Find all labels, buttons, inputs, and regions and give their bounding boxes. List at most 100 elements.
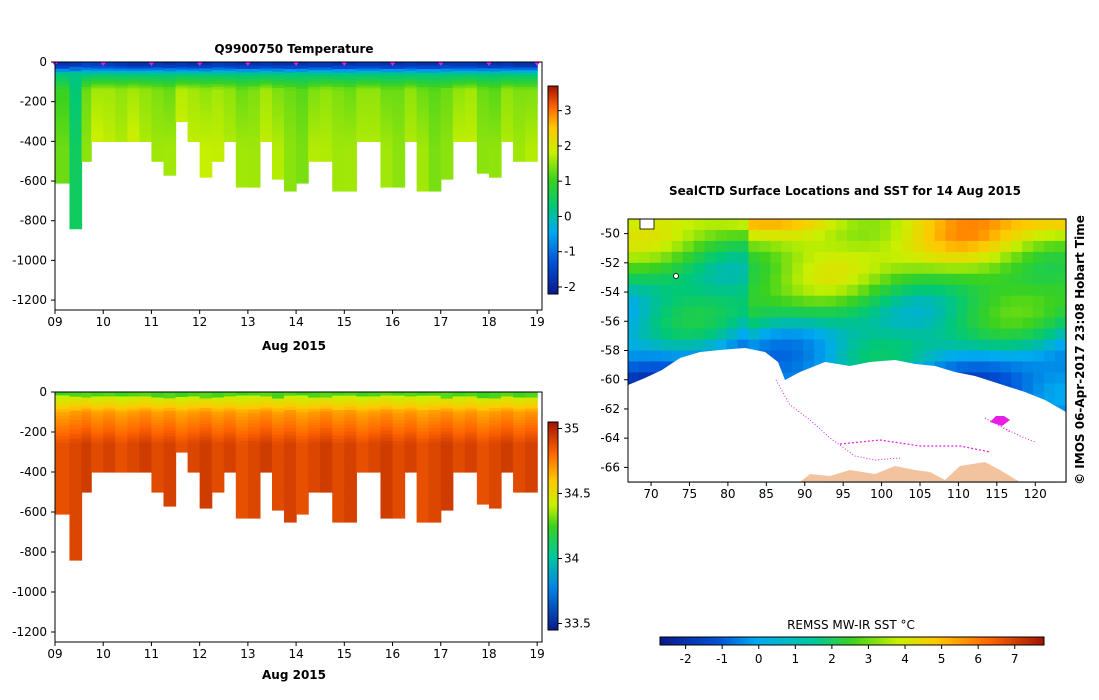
section-cell xyxy=(175,93,189,96)
sst-cell xyxy=(671,240,684,253)
sst-cell xyxy=(682,295,695,308)
section-cell xyxy=(308,128,321,132)
sst-cell xyxy=(1000,372,1012,384)
section-cell xyxy=(127,84,140,87)
section-cell xyxy=(223,70,237,74)
section-cell xyxy=(356,454,370,458)
section-cell xyxy=(139,75,153,79)
sst-cell xyxy=(693,306,706,319)
section-cell xyxy=(308,119,321,124)
section-cell xyxy=(344,122,357,128)
section-cell xyxy=(69,504,83,510)
section-cell xyxy=(175,400,189,403)
section-cell xyxy=(151,408,165,413)
sst-cell xyxy=(737,328,750,341)
section-cell xyxy=(199,475,213,480)
x-tick-label: 19 xyxy=(530,647,545,661)
section-cell xyxy=(476,482,490,486)
section-cell xyxy=(332,438,345,444)
sst-cell xyxy=(912,339,925,352)
section-cell xyxy=(223,97,237,101)
section-cell xyxy=(175,433,189,436)
section-cell xyxy=(320,84,333,88)
section-cell xyxy=(103,467,116,471)
section-cell xyxy=(525,130,538,135)
section-cell xyxy=(476,457,490,462)
section-cell xyxy=(308,152,321,157)
section-cell xyxy=(151,428,165,432)
sst-cell xyxy=(857,339,870,352)
section-cell xyxy=(476,438,490,443)
section-cell xyxy=(488,173,502,178)
section-cell xyxy=(91,467,104,471)
sst-cell xyxy=(901,350,914,363)
section-cell xyxy=(356,77,370,81)
section-cell xyxy=(392,65,406,70)
sst-cell xyxy=(660,262,673,275)
section-cell xyxy=(308,411,321,415)
sst-cell xyxy=(923,350,936,363)
section-cell xyxy=(187,394,201,398)
section-cell xyxy=(223,117,237,120)
sst-cell xyxy=(704,229,717,242)
section-cell xyxy=(199,443,213,448)
section-cell xyxy=(271,454,285,459)
section-cell xyxy=(187,73,201,76)
sst-cell xyxy=(737,339,750,352)
section-cell xyxy=(127,465,140,469)
section-cell xyxy=(69,149,83,156)
sst-cell xyxy=(759,317,771,330)
section-cell xyxy=(525,92,538,96)
section-cell xyxy=(464,449,478,453)
section-cell xyxy=(464,125,478,129)
section-cell xyxy=(69,508,83,514)
section-cell xyxy=(428,94,442,99)
section-cell xyxy=(271,166,285,170)
sst-cell xyxy=(836,350,848,363)
sst-cell xyxy=(671,229,684,242)
section-cell xyxy=(271,444,285,449)
section-cell xyxy=(428,76,442,81)
section-cell xyxy=(81,95,92,99)
section-cell xyxy=(380,114,394,119)
section-cell xyxy=(404,84,418,87)
section-cell xyxy=(199,440,213,445)
section-cell xyxy=(464,425,478,429)
sst-cell xyxy=(1033,229,1045,242)
section-cell xyxy=(284,453,297,458)
section-cell xyxy=(308,62,321,66)
section-cell xyxy=(356,412,370,415)
section-cell xyxy=(175,66,189,70)
section-cell xyxy=(416,406,430,411)
section-cell xyxy=(380,127,394,133)
section-cell xyxy=(513,117,526,121)
section-cell xyxy=(223,465,237,469)
section-cell xyxy=(416,97,430,102)
section-cell xyxy=(247,72,261,77)
section-cell xyxy=(103,449,116,453)
section-cell xyxy=(163,499,177,504)
section-cell xyxy=(127,443,140,446)
section-cell xyxy=(368,110,382,114)
section-cell xyxy=(271,169,285,174)
section-cell xyxy=(380,68,394,74)
sst-cell xyxy=(879,251,892,264)
section-cell xyxy=(187,458,201,462)
section-cell xyxy=(55,172,71,177)
section-cell xyxy=(235,399,249,404)
section-cell xyxy=(525,403,538,407)
section-cell xyxy=(163,118,177,123)
section-cell xyxy=(525,430,538,435)
section-cell xyxy=(392,507,406,512)
section-cell xyxy=(151,475,165,479)
section-cell xyxy=(259,449,273,453)
section-cell xyxy=(296,162,309,167)
section-cell xyxy=(55,456,71,461)
section-cell xyxy=(115,398,128,402)
section-cell xyxy=(440,431,454,436)
section-cell xyxy=(428,428,442,433)
sst-cell xyxy=(945,328,958,341)
section-cell xyxy=(81,403,92,407)
sst-colorbar-tick-label: 4 xyxy=(901,652,909,666)
sst-cell xyxy=(1022,339,1034,352)
